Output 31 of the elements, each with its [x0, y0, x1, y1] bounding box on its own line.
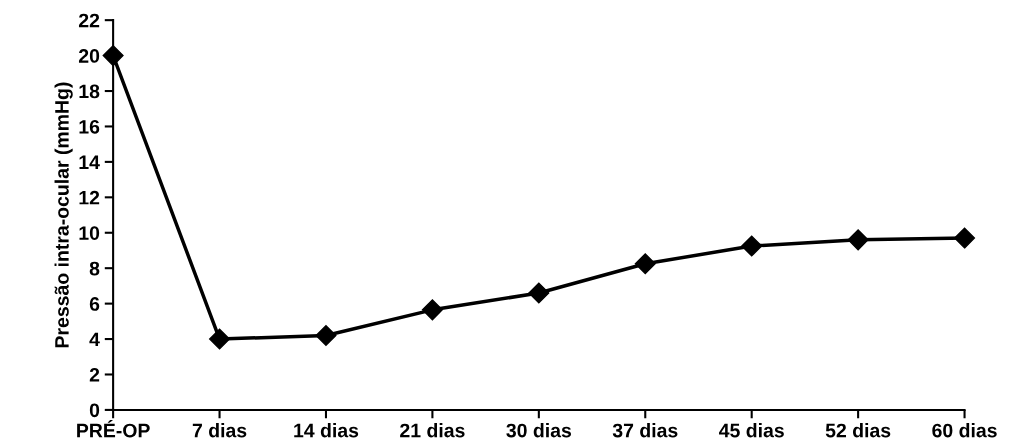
y-tick-label: 8 — [89, 261, 100, 276]
point — [847, 229, 869, 251]
y-tick-label: 10 — [79, 226, 100, 240]
y-tick-label: 16 — [79, 119, 100, 134]
y-tick-label: 12 — [79, 190, 100, 205]
y-tick-label: 4 — [89, 332, 100, 347]
x-tick-label: 37 dias — [612, 423, 678, 438]
y-tick-label: 6 — [89, 297, 100, 311]
point — [102, 45, 124, 67]
y-tick-label: 2 — [89, 367, 100, 382]
x-tick-label: 21 dias — [400, 423, 465, 438]
point — [954, 227, 976, 249]
y-tick-label: 0 — [89, 403, 100, 418]
point — [421, 299, 443, 321]
x-tick-label: PRÉ-OP — [77, 419, 150, 438]
x-tick-label: 14 dias — [294, 423, 359, 438]
y-tick-label: 22 — [78, 13, 100, 28]
point — [528, 282, 550, 304]
x-tick-label: 30 dias — [506, 423, 572, 438]
y-tick-label: 14 — [79, 155, 100, 169]
x-tick-label: 7 dias — [192, 423, 247, 438]
y-tick-label: 18 — [79, 84, 100, 99]
point — [209, 328, 231, 350]
x-tick-label: 52 dias — [825, 423, 891, 438]
point — [741, 235, 763, 257]
point — [634, 253, 656, 275]
point — [315, 324, 337, 347]
y-tick-label: 20 — [78, 49, 100, 63]
x-tick-label: 45 dias — [719, 423, 784, 438]
x-tick-label: 60 dias — [932, 423, 997, 438]
y-axis-title: Pressão intra-ocular (mmHg) — [54, 82, 73, 348]
